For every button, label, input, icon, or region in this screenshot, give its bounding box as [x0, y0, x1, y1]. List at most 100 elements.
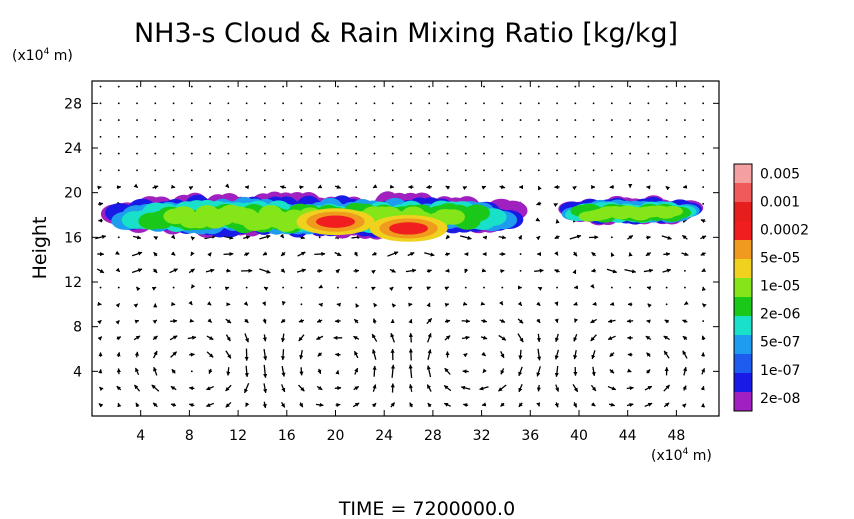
wind-vector-dot	[263, 102, 266, 105]
wind-vector-dot	[629, 102, 632, 105]
wind-vector-dot	[446, 119, 449, 121]
wind-vector-dot	[410, 135, 412, 138]
colorbar-swatch	[734, 297, 752, 316]
wind-vector	[296, 268, 307, 273]
wind-vector-dot	[227, 169, 230, 172]
y-axis-unit: (x104 m)	[12, 47, 73, 64]
wind-vector-dot	[391, 85, 394, 88]
wind-vector-dot	[300, 286, 303, 289]
wind-vector	[536, 301, 541, 307]
wind-vector	[662, 268, 672, 273]
wind-vector	[189, 352, 195, 357]
cloud-mixing-ratio-field	[100, 191, 704, 242]
wind-vector	[424, 252, 435, 257]
wind-vector-dot	[647, 85, 650, 88]
wind-vector	[537, 348, 542, 361]
wind-vector-dot	[172, 85, 175, 88]
wind-vector	[152, 185, 159, 190]
wind-vector-dot	[610, 102, 613, 105]
wind-vector-dot	[428, 102, 431, 105]
wind-vector-dot	[300, 102, 303, 105]
wind-vector	[263, 348, 268, 361]
wind-vector	[610, 252, 615, 258]
wind-vector	[554, 269, 560, 274]
wind-vector-dot	[300, 152, 303, 155]
wind-vector	[116, 385, 122, 391]
wind-vector	[609, 352, 615, 358]
wind-vector	[517, 235, 523, 240]
wind-vector-dot	[464, 102, 467, 105]
wind-vector	[408, 383, 414, 392]
wind-vector	[115, 250, 120, 255]
wind-vector	[131, 251, 143, 257]
wind-vector-dot	[702, 85, 705, 88]
wind-vector	[646, 235, 651, 240]
wind-vector	[259, 234, 271, 240]
wind-vector	[205, 268, 215, 273]
wind-vector-dot	[501, 119, 504, 121]
wind-vector	[701, 303, 707, 308]
wind-vector	[116, 185, 122, 190]
wind-vector	[169, 335, 178, 341]
wind-vector	[133, 183, 139, 189]
wind-vector	[206, 351, 214, 358]
colorbar-label: 1e-05	[760, 279, 800, 295]
wind-vector	[626, 318, 634, 324]
wind-vector-dot	[684, 152, 686, 155]
wind-vector	[153, 366, 158, 376]
wind-vector	[459, 235, 472, 240]
wind-vector-dot	[391, 119, 394, 121]
wind-vector-dot	[629, 135, 632, 138]
wind-vector-dot	[574, 119, 577, 121]
wind-vector	[408, 364, 413, 379]
colorbar-swatch	[734, 316, 752, 335]
wind-vector	[96, 268, 105, 274]
wind-vector-dot	[428, 135, 431, 138]
wind-vector	[261, 301, 266, 306]
wind-vector-dot	[428, 119, 431, 121]
wind-vector	[536, 201, 542, 206]
wind-vector-dot	[702, 202, 705, 205]
wind-vector-dot	[172, 119, 175, 121]
wind-vector-dot	[318, 236, 321, 239]
wind-vector	[409, 402, 414, 408]
wind-vector	[700, 219, 706, 223]
wind-vector-dot	[190, 169, 193, 172]
wind-vector	[133, 303, 139, 308]
wind-vector	[572, 251, 578, 257]
wind-vector	[481, 402, 487, 407]
wind-vector	[536, 402, 541, 407]
wind-vector-dot	[410, 85, 412, 88]
wind-vector-dot	[117, 286, 120, 289]
wind-vector	[408, 332, 413, 343]
wind-vector-dot	[428, 85, 431, 88]
wind-vector	[554, 234, 560, 240]
wind-vector	[554, 402, 559, 408]
wind-vector	[573, 402, 578, 408]
colorbar-swatch	[734, 183, 752, 202]
wind-vector	[591, 366, 596, 377]
wind-vector	[426, 318, 433, 325]
wind-vector	[280, 318, 286, 324]
wind-vector-dot	[245, 102, 248, 105]
wind-vector	[426, 365, 432, 378]
wind-vector-dot	[117, 169, 120, 172]
wind-vector	[170, 251, 176, 256]
wind-vector	[134, 367, 140, 375]
wind-vector-dot	[391, 152, 394, 155]
wind-vector	[534, 268, 544, 273]
wind-vector-dot	[209, 186, 211, 188]
wind-vector	[590, 283, 595, 289]
wind-vector	[135, 286, 141, 292]
wind-vector	[353, 251, 358, 257]
wind-vector-dot	[190, 152, 193, 155]
wind-vector	[298, 318, 305, 323]
plot-area	[95, 85, 707, 409]
wind-vector	[188, 300, 193, 306]
wind-vector	[152, 335, 158, 341]
wind-vector	[263, 383, 268, 394]
wind-vector-dot	[209, 169, 211, 172]
wind-vector	[626, 386, 634, 391]
wind-vector	[279, 233, 285, 239]
